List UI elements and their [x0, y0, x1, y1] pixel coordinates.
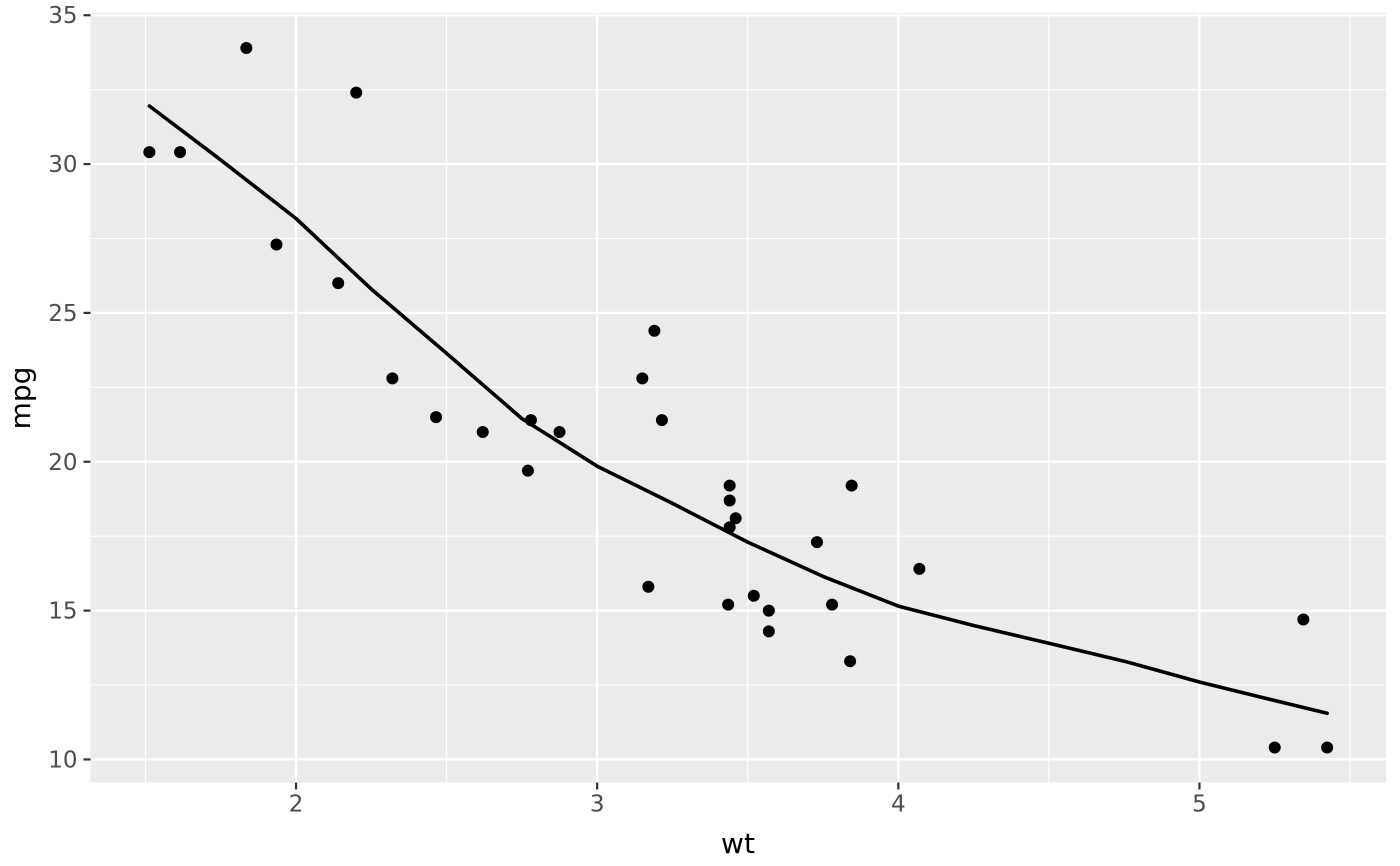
panel-background	[90, 13, 1386, 783]
data-point	[723, 494, 736, 507]
data-point	[826, 598, 839, 611]
data-point	[1268, 741, 1281, 754]
data-point	[240, 41, 253, 54]
y-tick-label: 25	[48, 301, 77, 327]
data-point	[648, 324, 661, 337]
data-point	[386, 372, 399, 385]
y-tick-label: 20	[48, 450, 77, 476]
data-point	[729, 512, 742, 525]
data-point	[143, 146, 156, 159]
x-tick-label: 4	[891, 792, 906, 818]
x-tick-label: 5	[1192, 792, 1207, 818]
smooth-line	[147, 104, 1329, 716]
data-point	[350, 86, 363, 99]
data-point	[722, 598, 735, 611]
plot-panel	[90, 13, 1386, 783]
data-point	[655, 414, 668, 427]
y-tick-label: 35	[48, 3, 77, 29]
data-point	[1321, 741, 1334, 754]
data-point	[723, 479, 736, 492]
y-tick-label: 10	[48, 747, 77, 773]
data-point	[332, 277, 345, 290]
data-point	[913, 562, 926, 575]
data-point	[845, 479, 858, 492]
data-point	[636, 372, 649, 385]
data-point	[642, 580, 655, 593]
y-tick-label: 15	[48, 599, 77, 625]
x-tick-label: 2	[289, 792, 304, 818]
data-point	[270, 238, 283, 251]
data-point	[476, 425, 489, 438]
data-point	[762, 625, 775, 638]
data-point	[553, 425, 566, 438]
data-point	[810, 536, 823, 549]
data-point	[1297, 613, 1310, 626]
axes: 2 3 4 5 10 15 20 25 30 35	[48, 3, 1207, 817]
y-axis-title: mpg	[4, 367, 37, 430]
data-point	[762, 604, 775, 617]
data-point	[844, 655, 857, 668]
y-tick-label: 30	[48, 152, 77, 178]
data-point	[747, 589, 760, 602]
data-point	[521, 464, 534, 477]
x-tick-label: 3	[590, 792, 605, 818]
data-point	[174, 146, 187, 159]
data-point	[430, 411, 443, 424]
x-axis-title: wt	[721, 827, 755, 860]
